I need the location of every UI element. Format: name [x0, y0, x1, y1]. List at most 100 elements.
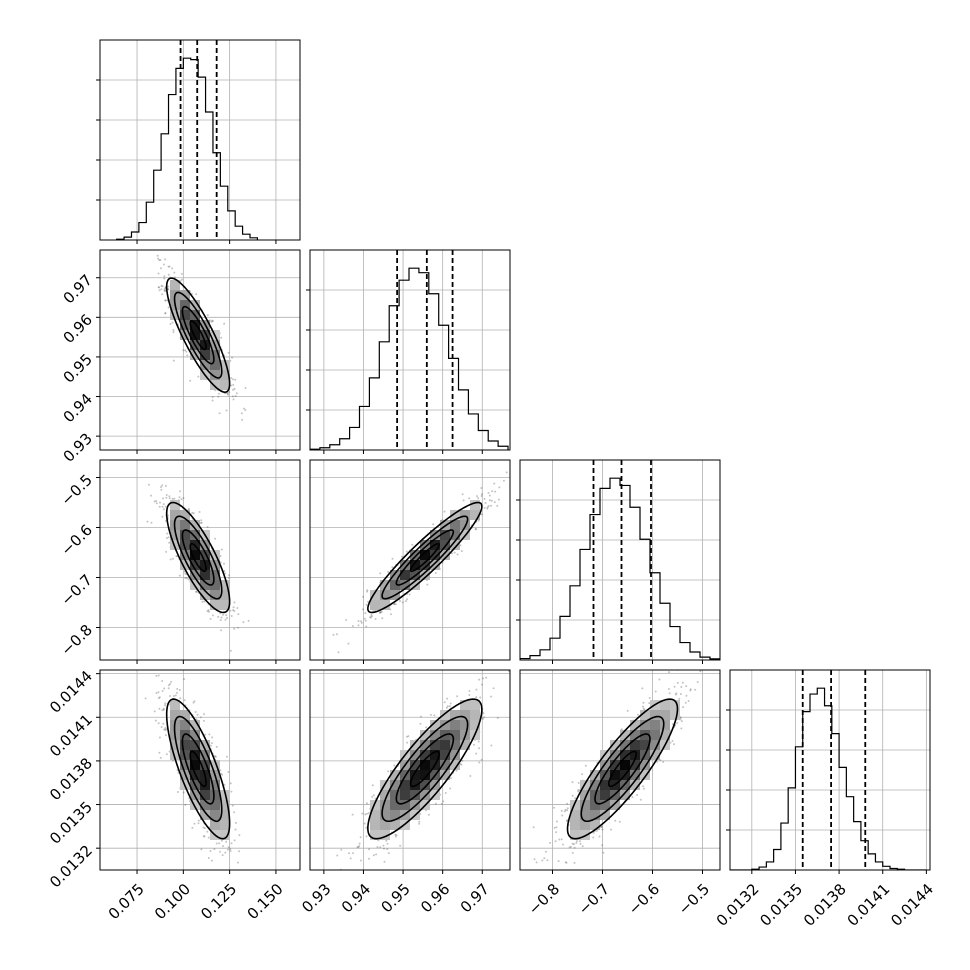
sample-point	[372, 854, 375, 857]
density-cell	[470, 510, 480, 520]
density-cell	[190, 720, 200, 730]
density-cell	[610, 800, 620, 810]
density-cell	[380, 600, 390, 610]
density-cell	[180, 530, 190, 540]
sample-point	[163, 275, 166, 278]
sample-point	[573, 861, 576, 864]
sample-point	[399, 844, 402, 847]
sample-point	[158, 736, 161, 739]
density-cell	[180, 290, 190, 300]
sample-point	[496, 504, 499, 507]
contour-2-0-0	[189, 542, 207, 573]
density-cell	[460, 700, 470, 710]
panel-frame-2-2	[519, 459, 721, 661]
sample-point	[243, 407, 245, 410]
sample-point	[689, 688, 692, 691]
density-cell	[220, 360, 230, 370]
sample-point	[229, 609, 232, 612]
density-cell	[180, 760, 190, 770]
sample-point	[157, 286, 160, 289]
sample-point	[555, 831, 557, 834]
sample-point	[574, 797, 577, 800]
density-2-0	[146, 483, 250, 652]
sample-point	[643, 787, 645, 790]
density-cell	[630, 750, 640, 760]
sample-point	[172, 359, 175, 362]
sample-point	[407, 735, 410, 738]
sample-point	[237, 626, 240, 629]
sample-point	[244, 387, 247, 389]
density-cell	[610, 750, 620, 760]
sample-point	[159, 267, 162, 270]
sample-point	[164, 505, 167, 508]
density-cell	[400, 780, 410, 790]
sample-point	[223, 570, 226, 572]
sample-point	[233, 601, 236, 604]
sample-point	[366, 589, 369, 592]
sample-point	[654, 690, 657, 693]
sample-point	[182, 497, 185, 499]
sample-point	[480, 487, 483, 489]
sample-point	[427, 813, 430, 816]
density-cell	[180, 510, 190, 520]
sample-point	[573, 846, 576, 849]
density-cell	[220, 380, 230, 390]
sample-point	[642, 785, 645, 788]
sample-point	[579, 840, 581, 843]
sample-point	[360, 621, 363, 624]
y-tick-label-2-3: −0.5	[58, 471, 96, 509]
sample-point	[679, 693, 682, 695]
sample-point	[169, 683, 171, 685]
sample-point	[387, 570, 390, 573]
density-cell	[650, 750, 660, 760]
sample-point	[568, 846, 571, 849]
sample-point	[687, 700, 690, 702]
sample-point	[405, 600, 408, 603]
sample-point	[642, 705, 644, 708]
sample-point	[363, 617, 366, 620]
density-cell	[450, 750, 460, 760]
sample-point	[379, 611, 382, 614]
density-cell	[400, 800, 410, 810]
sample-point	[184, 572, 187, 575]
density-cell	[190, 320, 200, 330]
y-tick-label-2-1: −0.7	[58, 571, 96, 609]
x-tick-label-3-1: 0.0135	[756, 880, 806, 930]
sample-point	[164, 299, 167, 302]
sample-point	[221, 854, 224, 857]
contour-2-0-1	[181, 529, 215, 586]
sample-point	[393, 603, 395, 605]
density-cell	[590, 820, 600, 830]
density-cell	[200, 800, 210, 810]
x-tick-label-3-4: 0.0144	[887, 880, 937, 930]
sample-point	[211, 396, 214, 398]
x-tick-label-1-2: 0.95	[377, 880, 413, 916]
sample-point	[164, 289, 167, 292]
density-cell	[410, 750, 420, 760]
density-3-2	[532, 670, 702, 879]
sample-point	[426, 583, 429, 586]
sample-point	[626, 709, 629, 712]
sample-point	[543, 857, 546, 860]
sample-point	[385, 839, 388, 842]
density-cell	[460, 710, 470, 720]
sample-point	[595, 829, 598, 832]
sample-point	[555, 877, 557, 879]
sample-point	[162, 722, 165, 725]
density-cell	[580, 810, 590, 820]
sample-point	[213, 873, 215, 875]
density-cell	[180, 310, 190, 320]
x-tick-label-1-4: 0.97	[457, 880, 493, 916]
sample-point	[154, 719, 157, 722]
density-cell	[630, 730, 640, 740]
density-cell	[410, 550, 420, 560]
sample-point	[379, 572, 382, 575]
sample-point	[164, 702, 167, 705]
density-cell	[440, 740, 450, 750]
sample-point	[225, 614, 228, 617]
sample-point	[168, 497, 171, 500]
density-cell	[620, 740, 630, 750]
sample-point	[229, 649, 232, 652]
sample-point	[164, 299, 167, 302]
